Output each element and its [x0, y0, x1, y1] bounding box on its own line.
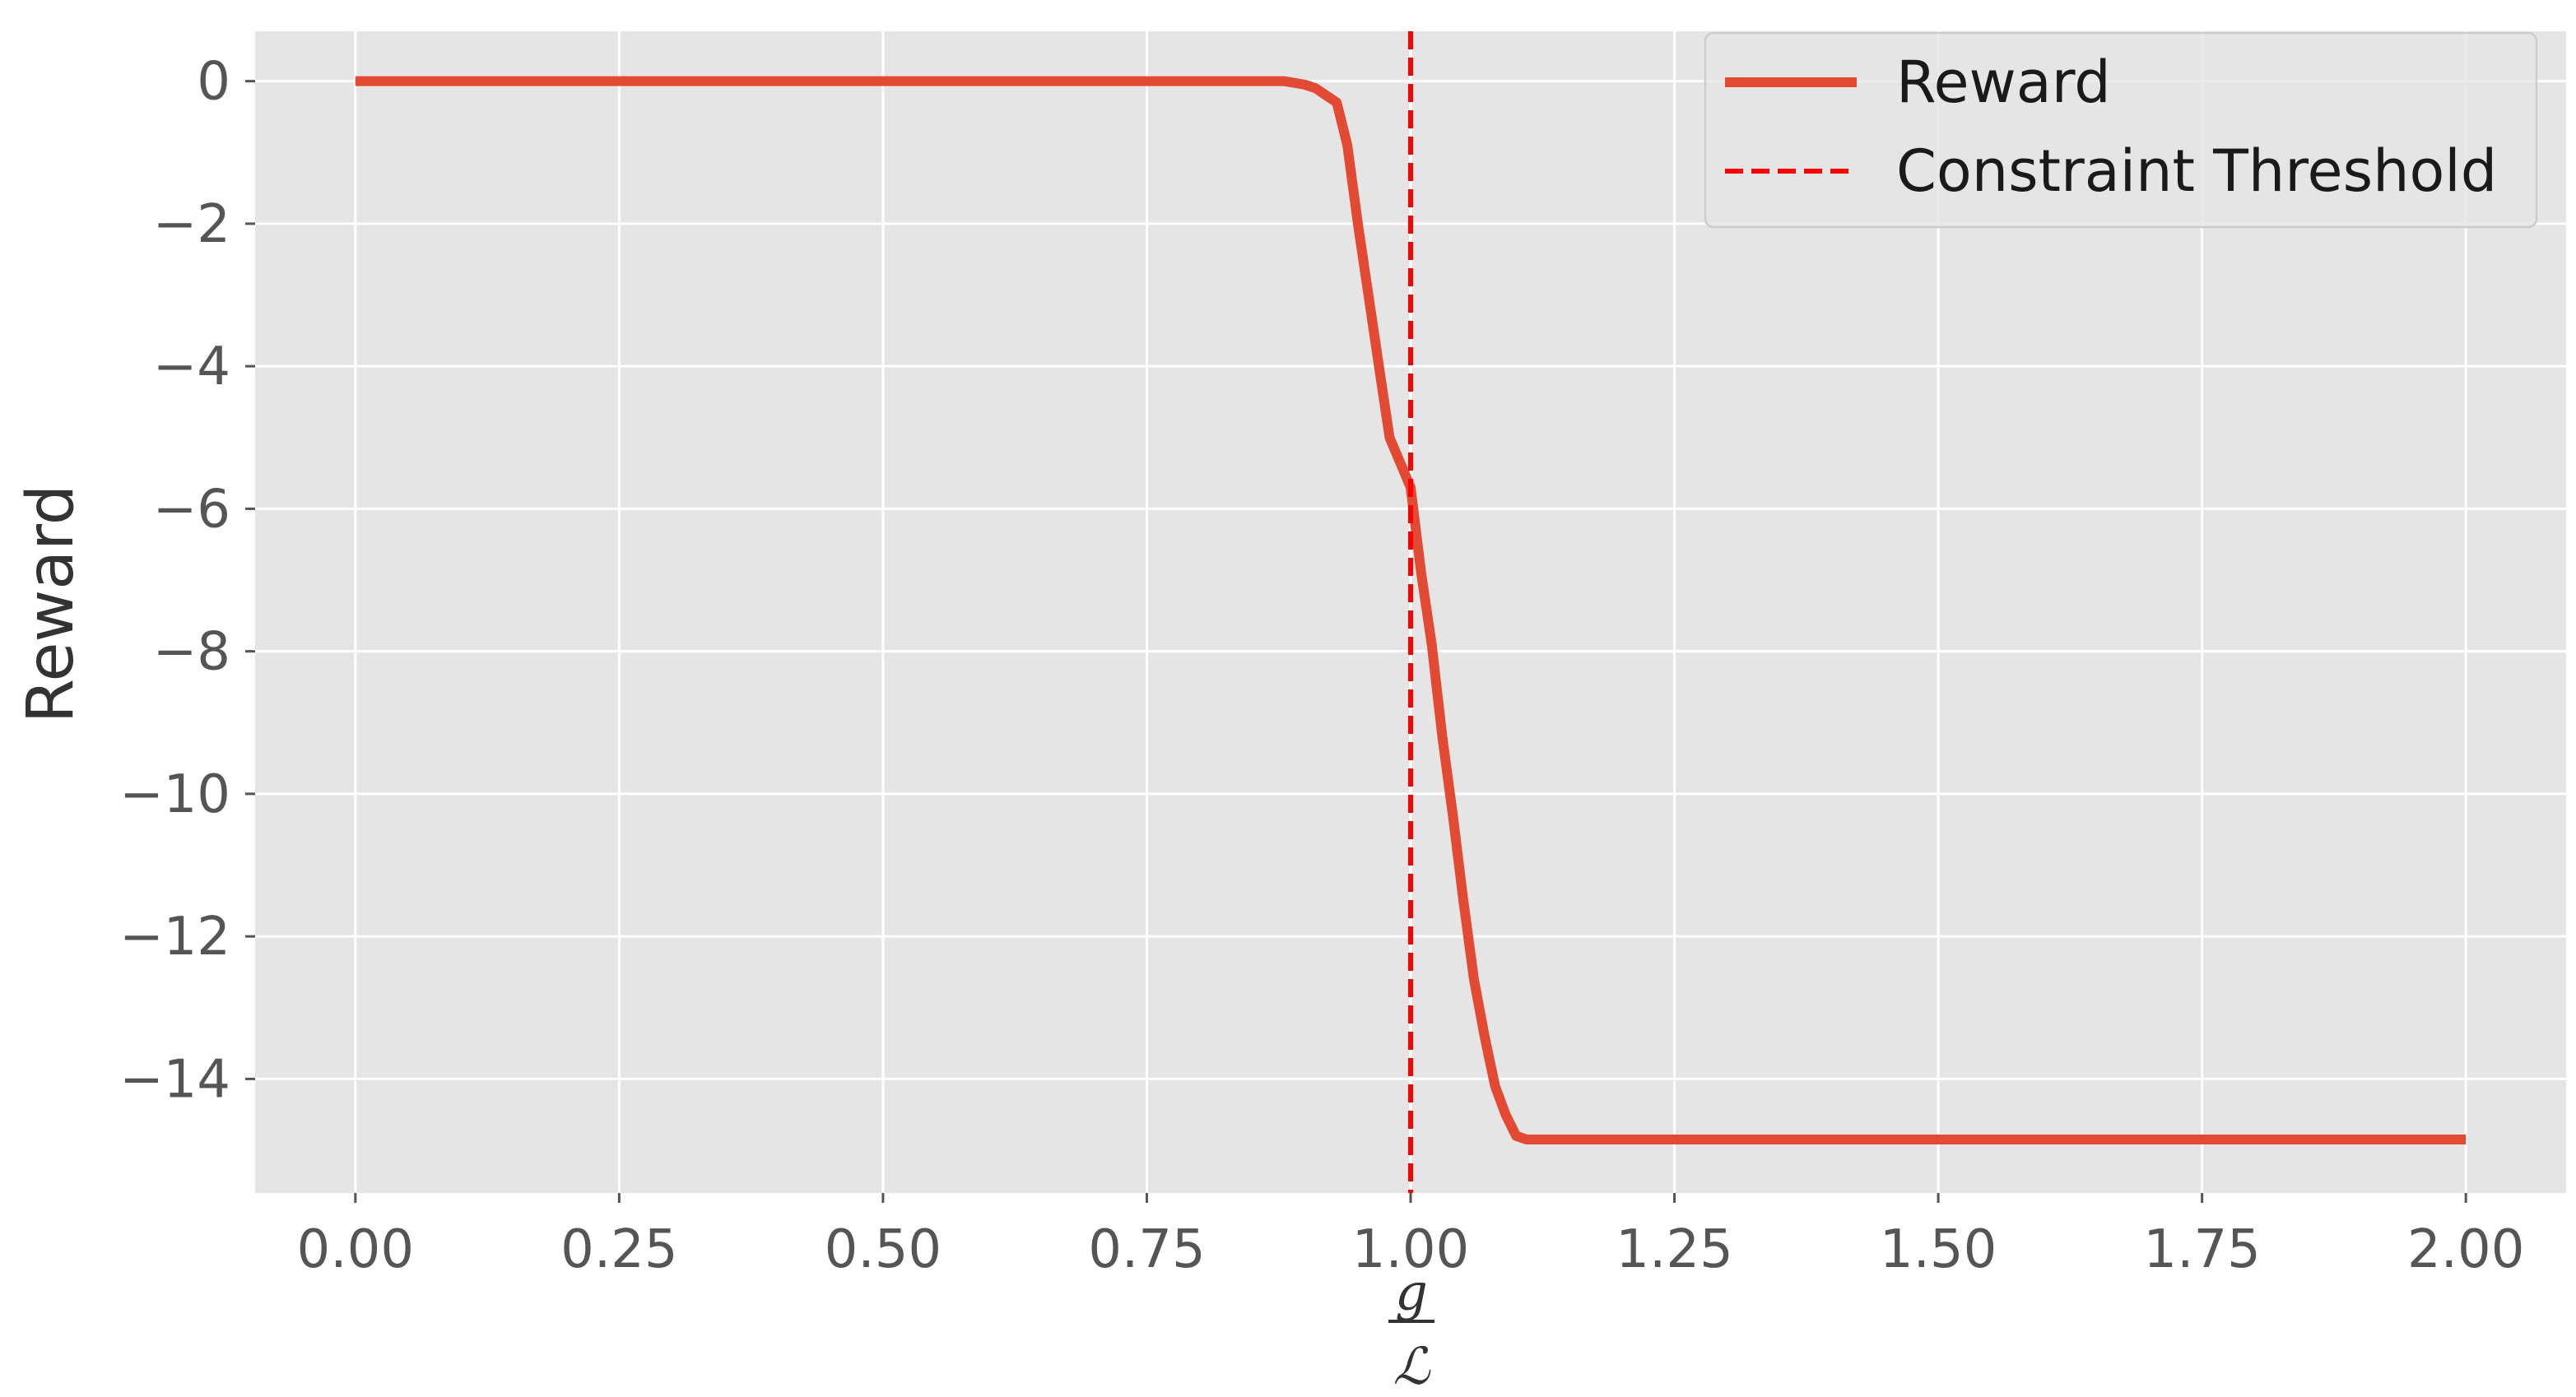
legend-label-constraint-threshold: Constraint Threshold — [1896, 137, 2497, 205]
x-tick-label: 2.00 — [2407, 1219, 2525, 1280]
x-tick-label: 0.25 — [560, 1219, 678, 1280]
x-tick-label: 1.50 — [1880, 1219, 1997, 1280]
x-tick-label: 0.50 — [825, 1219, 942, 1280]
legend-label-reward: Reward — [1896, 49, 2111, 116]
x-tick-label: 0.75 — [1088, 1219, 1206, 1280]
y-tick-label: −12 — [119, 907, 230, 968]
reward-line — [355, 76, 2467, 1144]
x-axis-label-numerator: g — [1395, 1262, 1428, 1322]
tick-labels: 0.00 0.25 0.50 0.75 1.00 1.25 1.50 1.75 2.00 0 −2 −… — [119, 52, 2525, 1280]
x-tick-label: 1.75 — [2143, 1219, 2261, 1280]
y-tick-label: −10 — [119, 764, 230, 825]
y-tick-label: 0 — [197, 52, 230, 113]
x-tick-label: 1.00 — [1352, 1219, 1470, 1280]
y-tick-label: −4 — [153, 336, 230, 397]
x-axis-label-denominator: ℒ — [1393, 1336, 1431, 1396]
y-axis-label: Reward — [14, 485, 88, 723]
y-tick-label: −8 — [153, 622, 230, 683]
y-tick-label: −6 — [153, 479, 230, 540]
x-tick-label: 0.00 — [297, 1219, 415, 1280]
data-layer — [355, 31, 2467, 1193]
legend-box — [1704, 31, 2538, 229]
y-tick-label: −2 — [153, 194, 230, 255]
y-tick-label: −14 — [119, 1049, 230, 1110]
legend: Reward Constraint Threshold — [1704, 31, 2538, 229]
x-tick-label: 1.25 — [1616, 1219, 1733, 1280]
